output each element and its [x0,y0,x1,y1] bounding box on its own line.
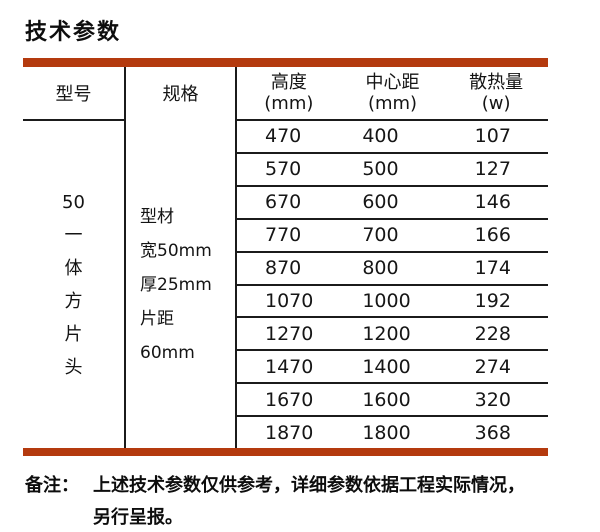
table-row: 1470 1400 274 [237,351,548,385]
column-header-line2: (mm) [367,93,418,114]
column-header: 中心距 (mm) [341,67,445,119]
row-cell-center_mm: 500 [362,158,399,181]
row-cell-center_mm: 1200 [362,322,411,345]
footnote-line-1: 上述技术参数仅供参考，详细参数依据工程实际情况， [93,475,525,496]
table-vertical-divider-1 [124,67,126,448]
column-header: 高度 (mm) [237,67,341,119]
row-cell-height_mm: 870 [265,257,302,280]
table-row: 1270 1200 228 [237,318,548,352]
row-cell-center_mm: 1000 [362,289,411,312]
row-cell-heat_w: 107 [474,125,511,148]
table-row: 1070 1000 192 [237,286,548,319]
footnote-text: 上述技术参数仅供参考，详细参数依据工程实际情况， 另行呈报。 [93,470,525,532]
model-line: 头 [64,356,83,378]
accent-bar-bottom [23,448,548,456]
table-row: 870 800 174 [237,253,548,286]
row-cell-center_mm: 1800 [362,421,411,444]
column-header-line1: 中心距 [365,72,420,93]
row-cell-heat_w: 127 [474,158,511,181]
column-header: 散热量 (w) [444,67,548,119]
column-header-spec: 规格 [162,84,199,105]
row-cell-heat_w: 166 [474,224,511,247]
accent-bar-top [23,58,548,67]
model-line: 一 [64,224,83,246]
table-row: 670 600 146 [237,187,548,220]
model-line: 方 [64,290,83,312]
row-cell-center_mm: 400 [362,125,399,148]
page-title: 技术参数 [25,20,122,45]
column-header-line1: 高度 [270,72,307,93]
footnote-label: 备注： [25,475,79,496]
table-row: 1870 1800 368 [237,417,548,448]
column-header-line2: (mm) [264,93,314,114]
spec-line: 片距 [140,308,174,329]
column-header-model: 型号 [55,84,92,105]
table-row: 470 400 107 [237,121,548,154]
column-header-line1: 散热量 [469,72,524,93]
row-cell-height_mm: 1870 [265,421,314,444]
row-cell-center_mm: 800 [362,257,399,280]
spec-line: 型材 [140,206,174,227]
spec-line: 厚25mm [140,274,212,295]
header-underline-model [23,119,124,121]
row-cell-height_mm: 1470 [265,355,314,378]
model-merged-cell: 50 一体方片头 [23,121,124,448]
column-header-line2: (w) [481,93,511,114]
row-cell-center_mm: 600 [362,191,399,214]
row-cell-heat_w: 228 [474,322,511,345]
row-cell-height_mm: 670 [265,191,302,214]
row-cell-center_mm: 1600 [362,388,411,411]
row-cell-heat_w: 320 [474,388,511,411]
table-body: 470 400 107 570 500 127 670 600 146 770 700 166 870 8… [237,121,548,448]
row-cell-center_mm: 700 [362,224,399,247]
header-underline-data [237,119,548,121]
row-cell-height_mm: 470 [265,125,302,148]
spec-merged-cell: 型材宽50mm 厚25mm 片距 60mm [126,121,235,448]
spec-line: 宽50mm [140,240,212,261]
row-cell-height_mm: 1670 [265,388,314,411]
row-cell-center_mm: 1400 [362,355,411,378]
table-row: 770 700 166 [237,220,548,253]
row-cell-heat_w: 274 [474,355,511,378]
row-cell-height_mm: 570 [265,158,302,181]
row-cell-heat_w: 146 [474,191,511,214]
row-cell-heat_w: 192 [474,289,511,312]
row-cell-height_mm: 1070 [265,289,314,312]
row-cell-heat_w: 368 [474,421,511,444]
table-row: 1670 1600 320 [237,384,548,418]
footnote-line-2: 另行呈报。 [93,507,183,528]
model-line: 50 [62,191,85,213]
footnote: 备注： 上述技术参数仅供参考，详细参数依据工程实际情况， 另行呈报。 [25,470,585,532]
row-cell-height_mm: 770 [265,224,302,247]
data-column-headers: 高度 (mm) 中心距 (mm) 散热量 (w) [237,67,548,119]
table-row: 570 500 127 [237,154,548,187]
spec-line: 60mm [140,342,195,363]
table-vertical-divider-2 [235,67,237,448]
model-line: 片 [64,323,83,345]
row-cell-height_mm: 1270 [265,322,314,345]
row-cell-heat_w: 174 [474,257,511,280]
model-line: 体 [64,257,83,279]
